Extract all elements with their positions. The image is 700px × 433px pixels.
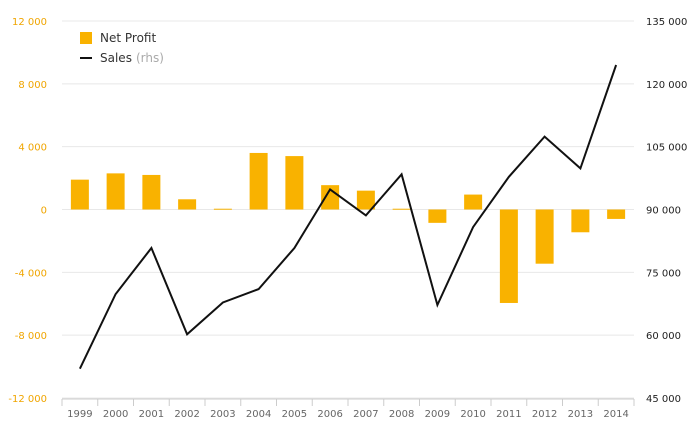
bar-net-profit (428, 209, 447, 223)
bar-net-profit (321, 185, 340, 210)
line-sales (78, 64, 618, 370)
x-axis-tick-label: 2014 (603, 409, 628, 420)
legend-item-net-profit: Net Profit (80, 28, 164, 48)
legend: Net Profit Sales (rhs) (80, 28, 164, 68)
left-axis-tick-label: -4 000 (15, 268, 47, 279)
right-axis-tick-label: 60 000 (646, 331, 681, 342)
legend-label-net-profit: Net Profit (100, 31, 157, 45)
x-axis-tick-label: 2008 (389, 409, 414, 420)
bar-net-profit (499, 209, 518, 303)
left-axis-tick-label: 0 (41, 206, 47, 217)
bar-net-profit (607, 209, 626, 219)
x-axis-tick-label: 2010 (460, 409, 485, 420)
left-axis-tick-label: -12 000 (8, 394, 47, 405)
x-axis-tick-label: 2002 (174, 409, 199, 420)
x-axis-tick-label: 2012 (532, 409, 557, 420)
bar-net-profit (178, 199, 197, 210)
bar-net-profit (571, 209, 590, 233)
right-axis-tick-label: 90 000 (646, 206, 681, 217)
x-axis-tick-label: 2005 (282, 409, 307, 420)
right-axis-tick-label: 120 000 (646, 80, 687, 91)
bar-net-profit (464, 194, 483, 210)
bar-net-profit (535, 209, 554, 264)
left-axis-tick-label: 4 000 (18, 143, 47, 154)
left-axis-tick-label: 12 000 (12, 17, 47, 28)
x-axis-tick-label: 1999 (67, 409, 92, 420)
x-axis-tick-label: 2009 (425, 409, 450, 420)
x-axis-tick-label: 2003 (210, 409, 235, 420)
legend-bar-swatch (80, 32, 92, 44)
legend-line-swatch (80, 57, 92, 59)
bar-net-profit (392, 208, 411, 210)
legend-label-sales-rhs: (rhs) (135, 51, 164, 65)
bar-net-profit (213, 208, 232, 210)
right-axis-tick-label: 45 000 (646, 394, 681, 405)
right-axis-tick-label: 105 000 (646, 143, 687, 154)
legend-label-sales: Sales (100, 51, 132, 65)
x-axis-tick-label: 2013 (568, 409, 593, 420)
bar-net-profit (70, 179, 89, 210)
right-axis-tick-label: 135 000 (646, 17, 687, 28)
bar-net-profit (285, 156, 304, 210)
x-axis-tick-label: 2007 (353, 409, 378, 420)
bar-net-profit (249, 152, 268, 210)
left-axis-tick-label: -8 000 (15, 331, 47, 342)
bar-net-profit (106, 173, 125, 210)
x-axis-tick-label: 2004 (246, 409, 271, 420)
legend-item-sales: Sales (rhs) (80, 48, 164, 68)
x-axis-tick-label: 2000 (103, 409, 128, 420)
bar-net-profit (356, 190, 375, 210)
right-axis-tick-label: 75 000 (646, 268, 681, 279)
x-axis-tick-label: 2001 (139, 409, 164, 420)
bar-net-profit (142, 174, 161, 210)
x-axis-tick-label: 2011 (496, 409, 521, 420)
x-axis-tick-label: 2006 (317, 409, 342, 420)
left-axis-tick-label: 8 000 (18, 80, 47, 91)
